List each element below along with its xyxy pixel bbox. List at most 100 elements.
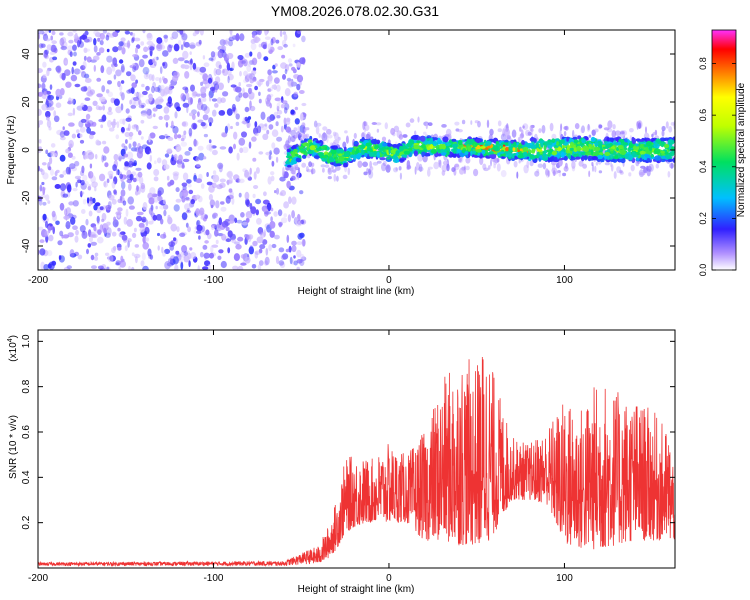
spectrogram-noise-cell xyxy=(294,118,300,125)
spectrogram-halo-cell xyxy=(667,171,671,178)
spectrogram-signal-cell xyxy=(313,155,320,159)
spectrogram-noise-cell xyxy=(106,48,110,53)
spectrogram-noise-cell xyxy=(182,102,190,108)
spectrogram-noise-cell xyxy=(283,171,289,179)
spectrogram-noise-cell xyxy=(127,40,131,49)
spectrogram-noise-cell xyxy=(92,100,98,107)
spectrogram-noise-cell xyxy=(45,220,48,228)
spectrogram-noise-cell xyxy=(101,114,107,122)
spectrogram-noise-cell xyxy=(186,104,189,114)
spectrogram-halo-cell xyxy=(504,128,510,138)
spectrogram-noise-cell xyxy=(235,178,241,183)
spectrogram-noise-cell xyxy=(291,210,295,219)
spectrogram-noise-cell xyxy=(180,141,188,147)
spectrogram-noise-cell xyxy=(177,134,182,139)
spectrogram-signal-cell xyxy=(511,154,515,159)
spectrogram-noise-cell xyxy=(153,176,159,182)
spectrogram-noise-cell xyxy=(229,34,235,41)
spectrogram-noise-cell xyxy=(106,266,110,270)
spectrogram-noise-cell xyxy=(243,78,248,84)
spectrogram-noise-cell xyxy=(181,189,189,198)
spectrogram-signal-cell xyxy=(554,156,558,162)
spectrogram-noise-cell xyxy=(244,171,251,179)
spectrogram-halo-cell xyxy=(390,127,395,136)
spectrogram-signal-cell xyxy=(479,146,486,149)
spectrogram-noise-cell xyxy=(131,37,135,44)
snr-y-ticks: 0.2 0.4 0.6 0.8 1.0 xyxy=(21,334,675,530)
spectrogram-noise-cell xyxy=(275,39,280,44)
spectrogram-halo-cell xyxy=(344,130,348,134)
spectrogram-noise-cell xyxy=(44,30,50,33)
spectrogram-halo-cell xyxy=(519,126,522,132)
spectrogram-noise-cell xyxy=(113,216,117,222)
spectrogram-noise-cell xyxy=(240,262,247,266)
spectrogram-noise-cell xyxy=(68,122,75,127)
spectrogram-halo-cell xyxy=(294,166,297,172)
spectrogram-noise-cell xyxy=(279,261,286,268)
spectrogram-noise-cell xyxy=(242,146,249,154)
spectrogram-noise-cell xyxy=(65,148,70,154)
spectrogram-noise-cell xyxy=(121,234,128,241)
spectrogram-halo-cell xyxy=(369,166,374,172)
spectrogram-signal-cell xyxy=(357,152,362,158)
spectrogram-noise-cell xyxy=(276,115,281,119)
spectrogram-noise-cell xyxy=(268,244,272,252)
spectrogram-noise-cell xyxy=(132,65,137,73)
spectrogram-noise-cell xyxy=(171,120,174,128)
spectrogram-signal-cell xyxy=(366,147,372,152)
spectrogram-noise-cell xyxy=(273,147,280,155)
spectrogram-noise-cell xyxy=(131,124,139,130)
spectrogram-noise-cell xyxy=(252,193,256,199)
spectrogram-noise-cell xyxy=(84,38,90,43)
spectrogram-noise-cell xyxy=(135,124,139,132)
spectrogram-noise-cell xyxy=(257,51,262,60)
spectrogram-signal-cell xyxy=(521,140,525,145)
spectrogram-signal-cell xyxy=(539,151,543,155)
spectrogram-noise-cell xyxy=(257,264,262,270)
spectrogram-noise-cell xyxy=(282,167,285,176)
spectrogram-noise-cell xyxy=(256,217,262,225)
spectrogram-noise-cell xyxy=(90,241,98,246)
spectrogram-noise-cell xyxy=(133,37,141,42)
spectrogram-noise-cell xyxy=(86,56,92,63)
spectrogram-halo-cell xyxy=(297,168,301,176)
spectrogram-halo-cell xyxy=(523,164,529,174)
spectrogram-noise-cell xyxy=(228,36,235,42)
spectrogram-noise-cell xyxy=(243,70,248,77)
spectrogram-noise-cell xyxy=(123,153,129,158)
spectrogram-noise-cell xyxy=(132,54,138,58)
spectrogram-noise-cell xyxy=(162,62,166,67)
spectrogram-noise-cell xyxy=(89,235,93,243)
spectrogram-noise-cell xyxy=(296,259,303,264)
spectrogram-noise-cell xyxy=(177,39,182,46)
spectrogram-noise-cell xyxy=(228,220,235,224)
spectrogram-noise-cell xyxy=(80,179,85,186)
spectrogram-signal-cell xyxy=(307,150,314,155)
spectrogram-noise-cell xyxy=(189,62,193,71)
spectrogram-noise-cell xyxy=(144,226,150,235)
spectrogram-halo-cell xyxy=(591,129,596,136)
spectrogram-signal-cell xyxy=(488,154,495,158)
spectrogram-noise-cell xyxy=(182,172,189,181)
snr-panel: -200 -100 0 100 0.2 0.4 0.6 0.8 1.0 Height of s… xyxy=(7,329,676,595)
spectrogram-noise-cell xyxy=(118,157,122,161)
spectrogram-noise-cell xyxy=(106,89,110,94)
spectrogram-noise-cell xyxy=(234,217,238,224)
spectrogram-noise-cell xyxy=(180,93,186,100)
spectrogram-noise-cell xyxy=(38,120,44,125)
spectrogram-halo-cell xyxy=(334,132,339,141)
spectrogram-signal-cell xyxy=(663,137,670,141)
spectrogram-noise-cell xyxy=(249,51,253,57)
spectrogram-halo-cell xyxy=(306,169,312,173)
spectrogram-halo-cell xyxy=(305,166,309,172)
spectrogram-halo-cell xyxy=(595,161,599,166)
spectrogram-noise-cell xyxy=(203,156,207,160)
spectrogram-noise-cell xyxy=(129,158,135,165)
spectrogram-noise-cell xyxy=(84,97,91,101)
spectrogram-signal-cell xyxy=(610,137,614,143)
spectrogram-noise-cell xyxy=(53,115,60,123)
spectrogram-noise-cell xyxy=(278,99,284,104)
spectrogram-noise-cell xyxy=(64,60,68,64)
spectrogram-halo-cell xyxy=(332,131,337,137)
spectrogram-noise-cell xyxy=(191,90,197,98)
